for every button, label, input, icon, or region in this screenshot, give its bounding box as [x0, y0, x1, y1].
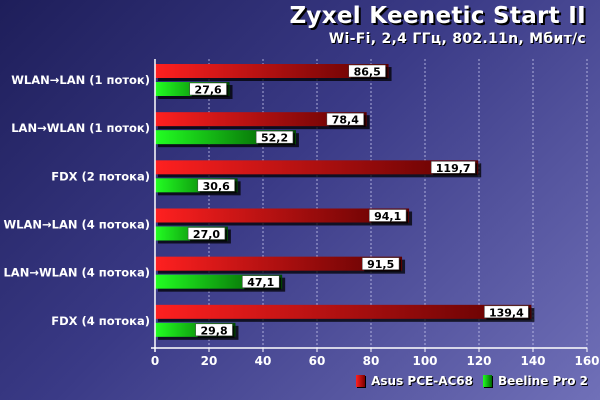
data-label: 29,8 — [200, 324, 227, 337]
category-label: WLAN→LAN (1 поток) — [11, 73, 150, 87]
data-label-box — [187, 227, 226, 240]
data-label: 139,4 — [489, 306, 524, 319]
legend-label-asus: Asus PCE-AC68 — [371, 374, 473, 388]
data-label: 86,5 — [354, 66, 381, 79]
x-tick-label: 100 — [412, 354, 437, 368]
data-label: 119,7 — [436, 162, 471, 175]
data-label-box — [326, 112, 364, 126]
data-label-box — [369, 209, 407, 222]
x-tick-label: 80 — [363, 354, 380, 368]
chart-subtitle: Wi-Fi, 2,4 ГГц, 802.11n, Мбит/с — [328, 31, 586, 47]
data-label: 52,2 — [261, 132, 288, 145]
data-label-box — [197, 179, 235, 192]
data-label-box — [430, 161, 476, 174]
chart-title: Zyxel Keenetic Start II — [289, 3, 586, 29]
legend-swatch-asus — [356, 375, 366, 387]
data-label: 78,4 — [332, 114, 359, 127]
bar — [155, 112, 367, 127]
x-tick-label: 120 — [466, 354, 491, 368]
category-label: FDX (4 потока) — [51, 314, 150, 328]
data-label: 94,1 — [374, 210, 401, 223]
data-label-box — [362, 257, 400, 270]
legend-item-beeline: Beeline Pro 2 — [483, 374, 588, 388]
x-tick-label: 160 — [574, 354, 599, 368]
legend-item-asus: Asus PCE-AC68 — [356, 374, 473, 388]
legend-swatch-beeline — [483, 375, 492, 387]
category-label: LAN→WLAN (4 потока) — [3, 266, 150, 280]
x-tick-label: 0 — [151, 354, 159, 368]
legend-label-beeline: Beeline Pro 2 — [498, 374, 588, 388]
data-label-box — [195, 323, 233, 337]
bar — [155, 208, 410, 223]
data-label-box — [242, 275, 280, 288]
bar — [155, 160, 479, 175]
data-label: 91,5 — [367, 258, 394, 271]
category-label: LAN→WLAN (1 поток) — [11, 121, 150, 135]
data-label: 30,6 — [203, 180, 230, 193]
bar — [155, 304, 532, 319]
data-label-box — [189, 82, 227, 96]
data-label-box — [484, 305, 529, 319]
data-label-box — [255, 130, 294, 144]
x-tick-label: 20 — [201, 354, 218, 368]
chart-legend: Asus PCE-AC68 Beeline Pro 2 — [346, 374, 588, 388]
x-tick-label: 40 — [255, 354, 272, 368]
category-label: WLAN→LAN (4 потока) — [3, 218, 150, 232]
x-tick-label: 60 — [309, 354, 326, 368]
category-label: FDX (2 потока) — [51, 169, 150, 183]
x-tick-label: 140 — [520, 354, 545, 368]
data-label: 27,6 — [195, 84, 222, 97]
bar — [155, 64, 389, 78]
data-label: 47,1 — [247, 276, 274, 289]
data-label: 27,0 — [193, 228, 220, 241]
bar — [155, 256, 403, 271]
data-label-box — [348, 64, 386, 78]
